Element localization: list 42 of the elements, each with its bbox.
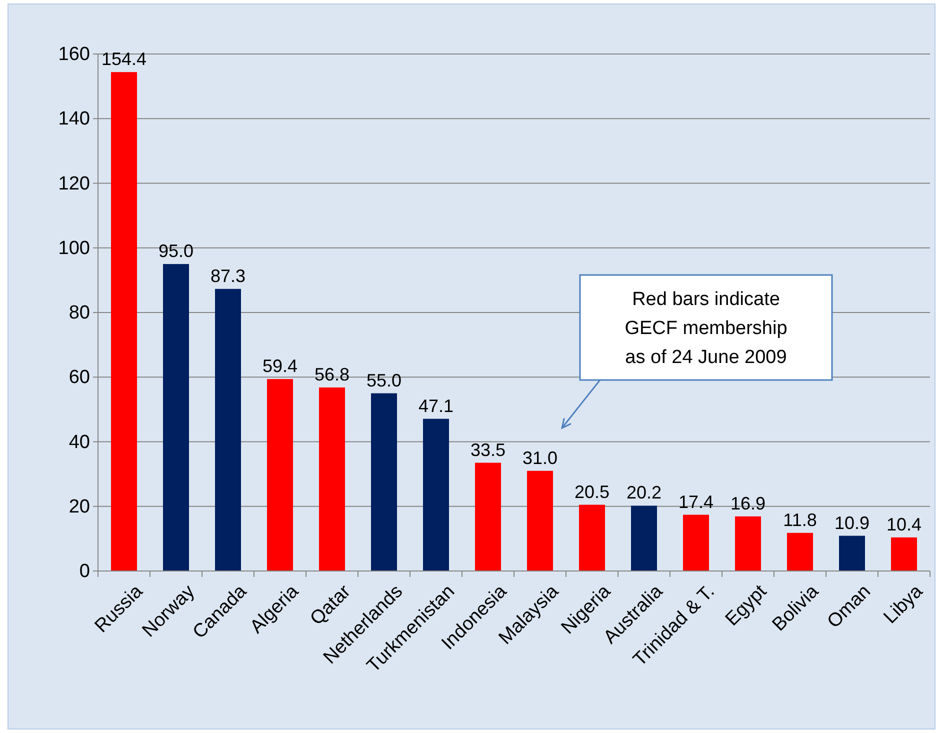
- bar: [475, 462, 501, 571]
- data-label: 56.8: [314, 364, 350, 384]
- data-label: 17.4: [678, 492, 714, 512]
- y-tick-label: 60: [68, 367, 90, 388]
- annotation: Red bars indicate GECF membership as of 24 June 2009: [624, 289, 788, 368]
- bar: [891, 537, 917, 571]
- y-tick-label: 160: [58, 44, 90, 66]
- y-tick-label: 100: [58, 238, 90, 259]
- data-label: 11.8: [783, 510, 817, 530]
- bar: [319, 387, 345, 571]
- data-label: 16.9: [730, 493, 766, 514]
- bar: [735, 516, 761, 571]
- y-tick-label: 140: [58, 108, 90, 130]
- data-label: 33.5: [470, 440, 506, 460]
- data-label: 154.4: [101, 49, 147, 70]
- bar: [579, 504, 605, 571]
- y-tick-label: 80: [68, 302, 90, 324]
- y-tick-label: 120: [58, 173, 90, 194]
- bar: [267, 379, 293, 571]
- data-label: 55.0: [366, 370, 402, 390]
- bar: [839, 536, 865, 571]
- data-label: 87.3: [210, 266, 246, 286]
- data-label: 47.1: [418, 396, 454, 416]
- data-label: 31.0: [522, 448, 558, 468]
- y-tick-label: 20: [68, 496, 90, 518]
- data-label: 20.5: [574, 482, 610, 502]
- bar: [163, 264, 189, 571]
- y-tick-label: 0: [79, 561, 90, 582]
- bar: [423, 418, 449, 571]
- bar: [787, 532, 813, 571]
- bar: [683, 514, 709, 571]
- y-tick-label: 40: [68, 432, 90, 453]
- data-label: 10.9: [834, 512, 870, 533]
- bar: [215, 288, 241, 571]
- data-label: 20.2: [626, 482, 662, 503]
- bar: [111, 72, 137, 571]
- data-label: 95.0: [158, 241, 194, 262]
- bar: [527, 470, 553, 571]
- bar: [371, 393, 397, 571]
- data-label: 59.4: [262, 356, 298, 376]
- bar: [631, 506, 657, 571]
- data-label: 10.4: [886, 514, 922, 534]
